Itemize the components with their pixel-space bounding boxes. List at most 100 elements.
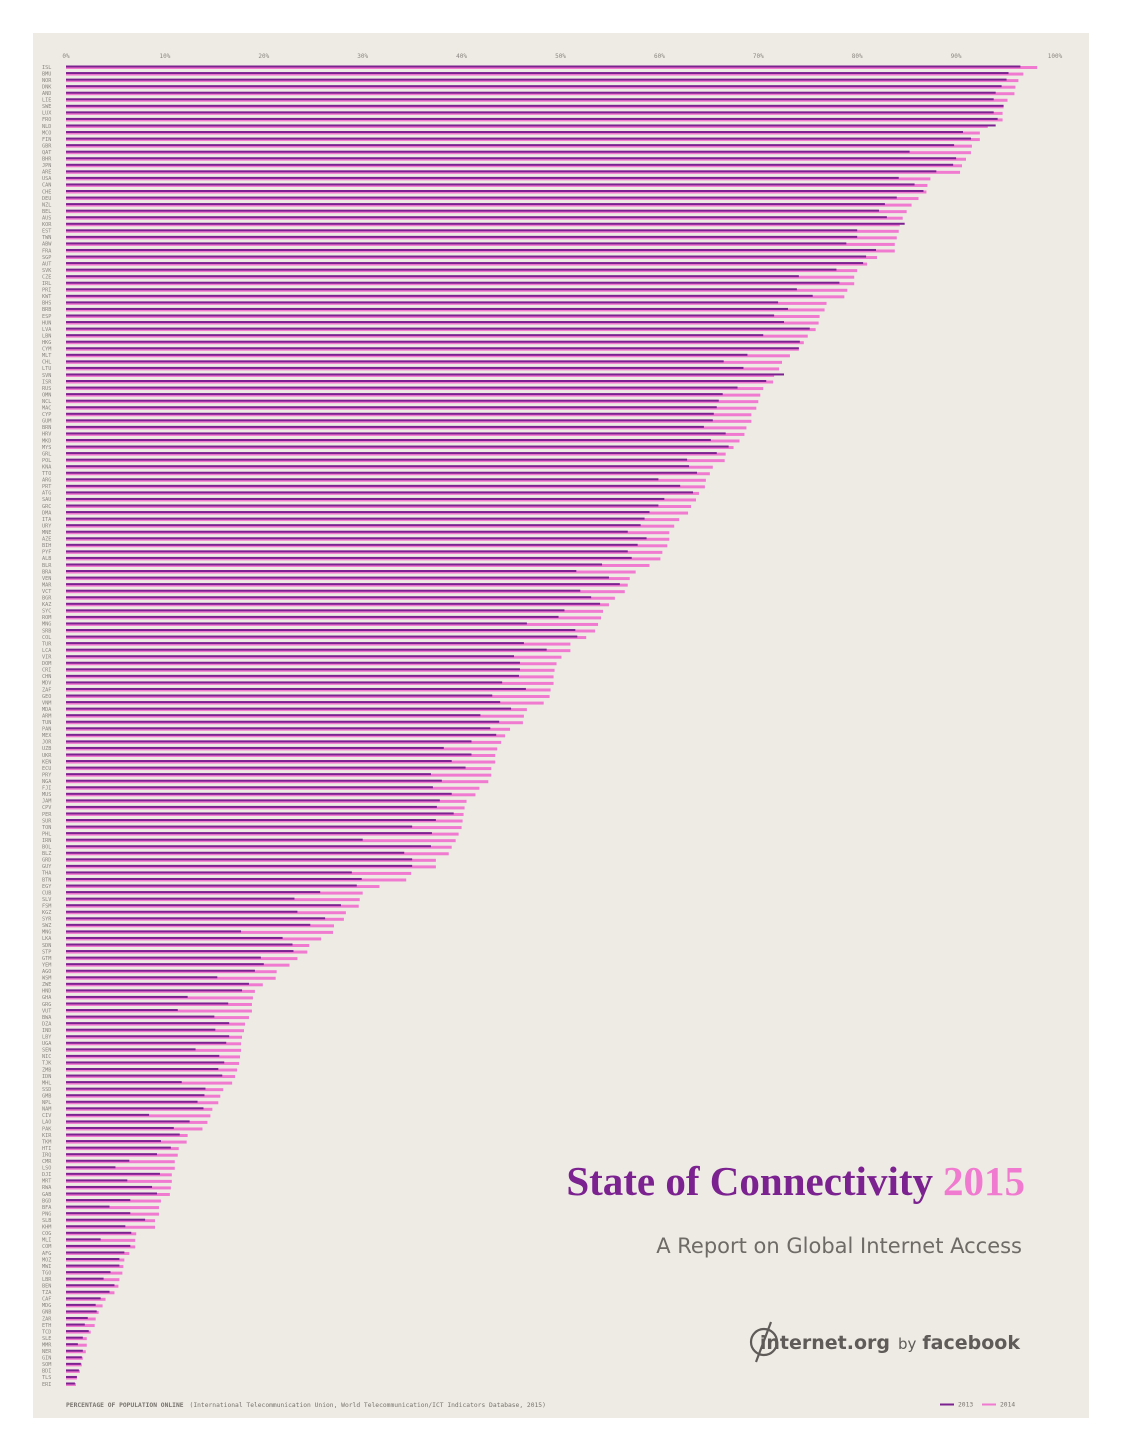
y-tick-label: LKA bbox=[42, 936, 52, 942]
bar bbox=[66, 609, 565, 612]
bar bbox=[66, 930, 242, 933]
y-tick-label: JPN bbox=[42, 163, 51, 169]
bar bbox=[66, 301, 779, 304]
bar bbox=[66, 910, 298, 913]
y-tick-label: DNK bbox=[42, 84, 52, 90]
bar bbox=[66, 471, 697, 474]
y-tick-label: RWA bbox=[42, 1185, 52, 1191]
bar bbox=[66, 406, 717, 409]
y-tick-label: ZAF bbox=[42, 687, 51, 693]
y-tick-label: NLD bbox=[42, 124, 51, 130]
y-tick-label: POL bbox=[42, 458, 51, 464]
bar bbox=[66, 576, 609, 579]
y-tick-label: MDG bbox=[42, 1303, 51, 1309]
bar bbox=[66, 1271, 111, 1274]
bar bbox=[66, 465, 690, 468]
bar bbox=[66, 1362, 81, 1365]
bar bbox=[66, 327, 810, 330]
y-tick-label: MLT bbox=[42, 353, 51, 359]
bar bbox=[66, 668, 520, 671]
y-tick-label: GRG bbox=[42, 1002, 51, 1008]
y-tick-label: ERI bbox=[42, 1382, 51, 1388]
bar bbox=[66, 425, 704, 428]
y-tick-label: MWI bbox=[42, 1264, 51, 1270]
y-tick-label: SSD bbox=[42, 1087, 51, 1093]
bar bbox=[66, 242, 847, 245]
bar bbox=[66, 412, 714, 415]
bar bbox=[66, 1205, 110, 1208]
y-tick-label: DJI bbox=[42, 1172, 51, 1178]
bar bbox=[66, 1100, 198, 1103]
bar bbox=[66, 117, 998, 120]
bar bbox=[66, 923, 311, 926]
bar bbox=[66, 1336, 83, 1339]
y-tick-label: SAU bbox=[42, 497, 51, 503]
y-tick-label: GNB bbox=[42, 1310, 51, 1316]
y-tick-label: BDI bbox=[42, 1369, 51, 1375]
bar bbox=[66, 1172, 160, 1175]
y-tick-label: LBR bbox=[42, 1277, 52, 1283]
y-tick-label: FRA bbox=[42, 248, 52, 254]
bar bbox=[66, 1094, 205, 1097]
y-tick-label: KEN bbox=[42, 759, 51, 765]
bar bbox=[66, 229, 858, 232]
bar bbox=[66, 366, 744, 369]
y-tick-label: TUR bbox=[42, 641, 52, 647]
bar bbox=[66, 452, 717, 455]
y-tick-label: CUB bbox=[42, 890, 51, 896]
y-tick-label: IRN bbox=[42, 838, 51, 844]
y-tick-label: HRV bbox=[42, 432, 51, 438]
y-tick-label: TKM bbox=[42, 1139, 51, 1145]
y-tick-label: PAN bbox=[42, 727, 51, 733]
y-tick-label: KIR bbox=[42, 1133, 52, 1139]
bar bbox=[66, 340, 800, 343]
bar bbox=[66, 628, 576, 631]
y-tick-label: MOZ bbox=[42, 1257, 51, 1263]
y-tick-label: BRN bbox=[42, 425, 51, 431]
y-tick-label: SYC bbox=[42, 609, 51, 615]
bar bbox=[66, 746, 444, 749]
bar bbox=[66, 943, 293, 946]
y-tick-label: BTN bbox=[42, 877, 51, 883]
bar bbox=[66, 1192, 157, 1195]
bar bbox=[66, 1061, 225, 1064]
y-tick-label: SGP bbox=[42, 255, 51, 261]
bar bbox=[66, 438, 711, 441]
y-tick-label: GTM bbox=[42, 956, 51, 962]
y-tick-label: BLR bbox=[42, 563, 52, 569]
bar bbox=[66, 963, 264, 966]
y-tick-label: JAM bbox=[42, 799, 51, 805]
bar bbox=[66, 615, 559, 618]
bar bbox=[66, 1107, 204, 1110]
bar bbox=[66, 1120, 190, 1123]
y-tick-label: ISR bbox=[42, 379, 52, 385]
y-tick-label: USA bbox=[42, 176, 52, 182]
bar bbox=[66, 72, 1009, 75]
bar bbox=[66, 661, 520, 664]
bar bbox=[66, 563, 603, 566]
y-tick-label: EST bbox=[42, 229, 51, 235]
bar bbox=[66, 1323, 85, 1326]
bar bbox=[66, 1074, 223, 1077]
y-tick-label: BRB bbox=[42, 307, 51, 313]
bar bbox=[66, 111, 994, 114]
bar bbox=[66, 760, 452, 763]
bar bbox=[66, 1303, 96, 1306]
bar bbox=[66, 1022, 230, 1025]
y-tick-label: BFA bbox=[42, 1205, 52, 1211]
y-tick-label: AUT bbox=[42, 261, 51, 267]
bar bbox=[66, 694, 493, 697]
bar bbox=[66, 478, 659, 481]
bar bbox=[66, 491, 694, 494]
bar bbox=[66, 216, 887, 219]
bar bbox=[66, 248, 876, 251]
y-tick-label: MHL bbox=[42, 1080, 51, 1086]
y-tick-label: SRB bbox=[42, 628, 51, 634]
y-tick-label: KAZ bbox=[42, 602, 51, 608]
bar bbox=[66, 851, 405, 854]
bar bbox=[66, 1126, 174, 1129]
x-tick-label: 50% bbox=[555, 53, 566, 60]
bar bbox=[66, 334, 764, 337]
y-tick-label: THA bbox=[42, 871, 52, 877]
